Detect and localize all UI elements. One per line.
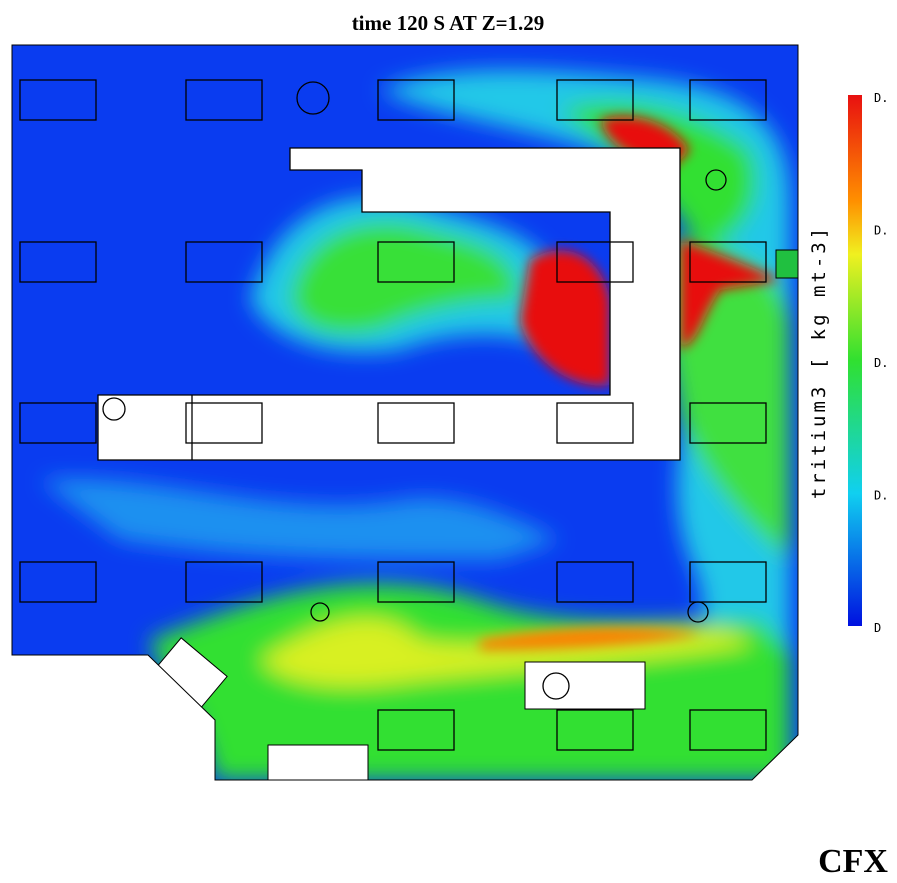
colorbar-tick-label: D bbox=[874, 621, 881, 635]
colorbar-tick-label: D. bbox=[874, 489, 888, 503]
page: time 120 S AT Z=1.29 bbox=[0, 0, 897, 883]
colorbar-tick-label: D. bbox=[874, 224, 888, 238]
plot-title: time 120 S AT Z=1.29 bbox=[352, 11, 545, 35]
logo: CFX bbox=[818, 843, 888, 880]
colorbar-label: tritium3 [ kg mt-3] bbox=[808, 225, 830, 499]
colorbar bbox=[848, 95, 862, 626]
cfd-plot: time 120 S AT Z=1.29 bbox=[0, 0, 897, 883]
colorbar-tick-label: D. bbox=[874, 356, 888, 370]
contour-field bbox=[0, 40, 800, 790]
colorbar-tick-label: D. bbox=[874, 91, 888, 105]
